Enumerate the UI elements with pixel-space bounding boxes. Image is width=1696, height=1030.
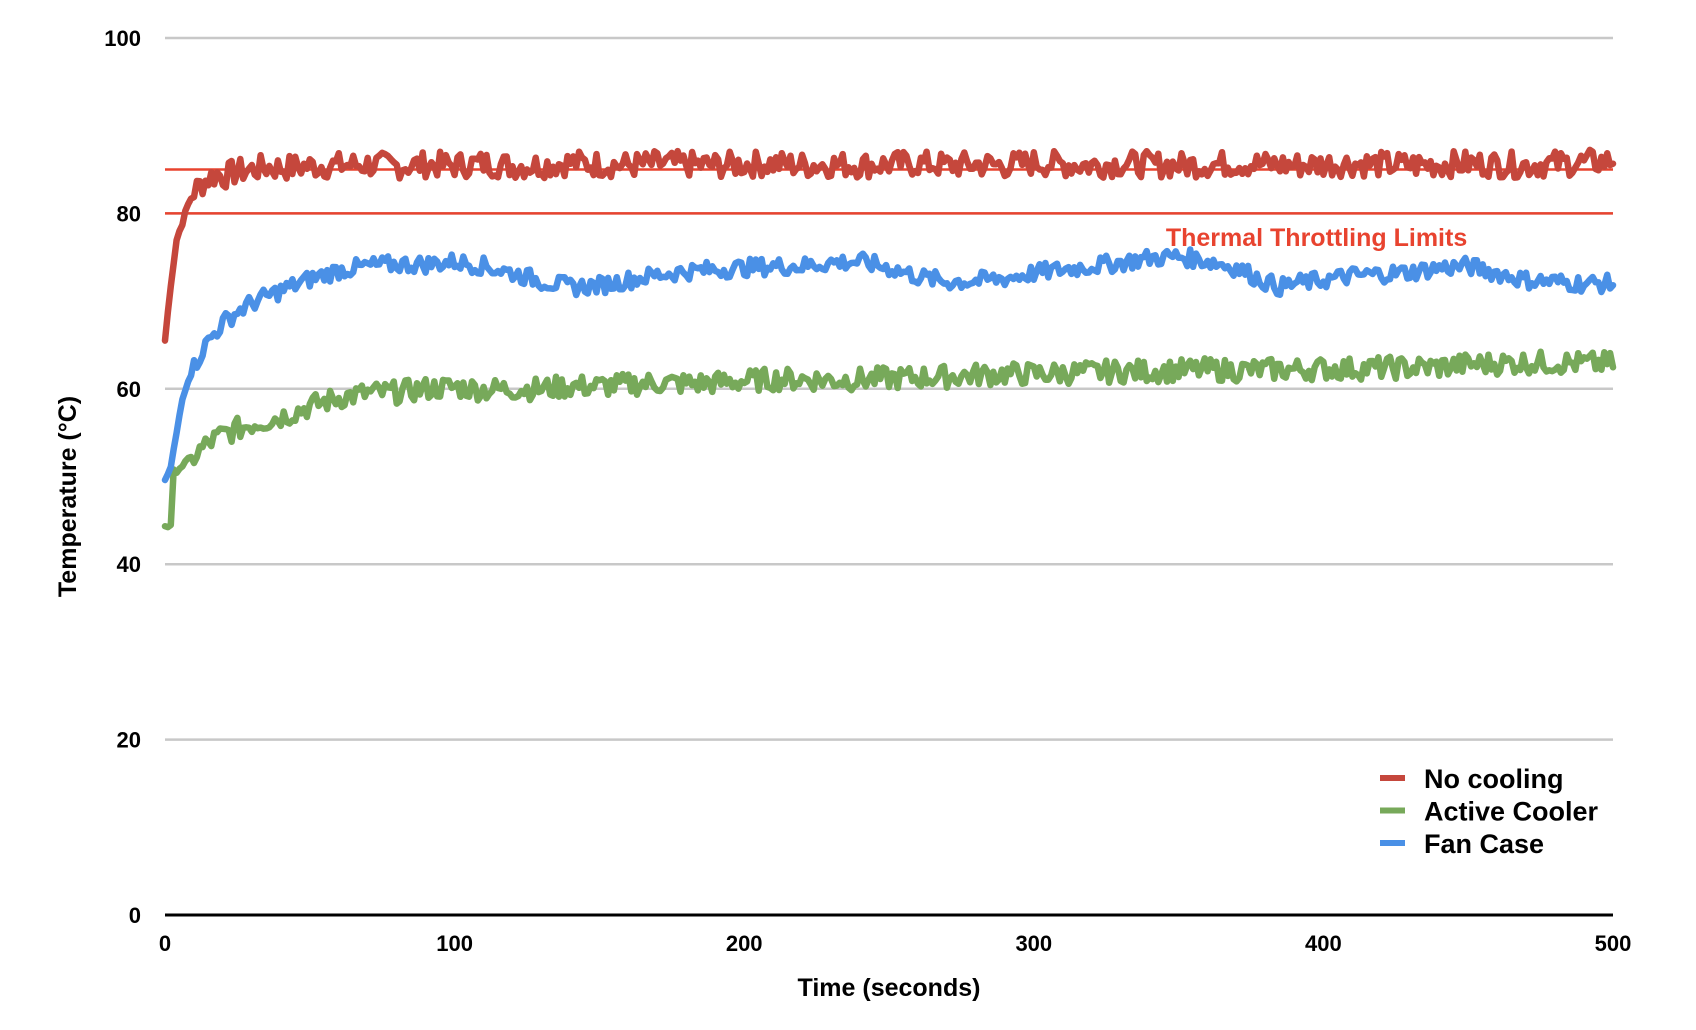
x-axis-title: Time (seconds) bbox=[798, 974, 981, 1002]
series-lines bbox=[161, 146, 1617, 531]
series-line-no-cooling bbox=[161, 146, 1617, 344]
y-tick-label: 100 bbox=[104, 26, 141, 51]
throttling-annotation: Thermal Throttling Limits bbox=[1166, 224, 1467, 252]
x-tick-label: 500 bbox=[1595, 931, 1632, 956]
reference-lines bbox=[165, 168, 1613, 215]
series-line-active-cooler bbox=[161, 348, 1617, 531]
x-tick-label: 100 bbox=[436, 931, 473, 956]
legend-label: Fan Case bbox=[1424, 829, 1544, 859]
y-tick-label: 0 bbox=[129, 903, 141, 928]
legend-label: No cooling bbox=[1424, 764, 1563, 794]
x-tick-label: 0 bbox=[159, 931, 171, 956]
y-tick-label: 20 bbox=[117, 728, 141, 753]
x-axis-tick-labels: 0 100 200 300 400 500 bbox=[159, 931, 1631, 956]
series-line-fan-case bbox=[161, 246, 1617, 484]
y-tick-label: 60 bbox=[117, 377, 141, 402]
y-axis-title: Temperature (°C) bbox=[54, 396, 82, 597]
y-tick-label: 40 bbox=[117, 552, 141, 577]
y-tick-label: 80 bbox=[117, 201, 141, 226]
legend-label: Active Cooler bbox=[1424, 797, 1599, 827]
x-tick-label: 300 bbox=[1015, 931, 1052, 956]
x-tick-label: 400 bbox=[1305, 931, 1342, 956]
x-tick-label: 200 bbox=[726, 931, 763, 956]
y-axis-tick-labels: 0 20 40 60 80 100 bbox=[104, 26, 141, 928]
